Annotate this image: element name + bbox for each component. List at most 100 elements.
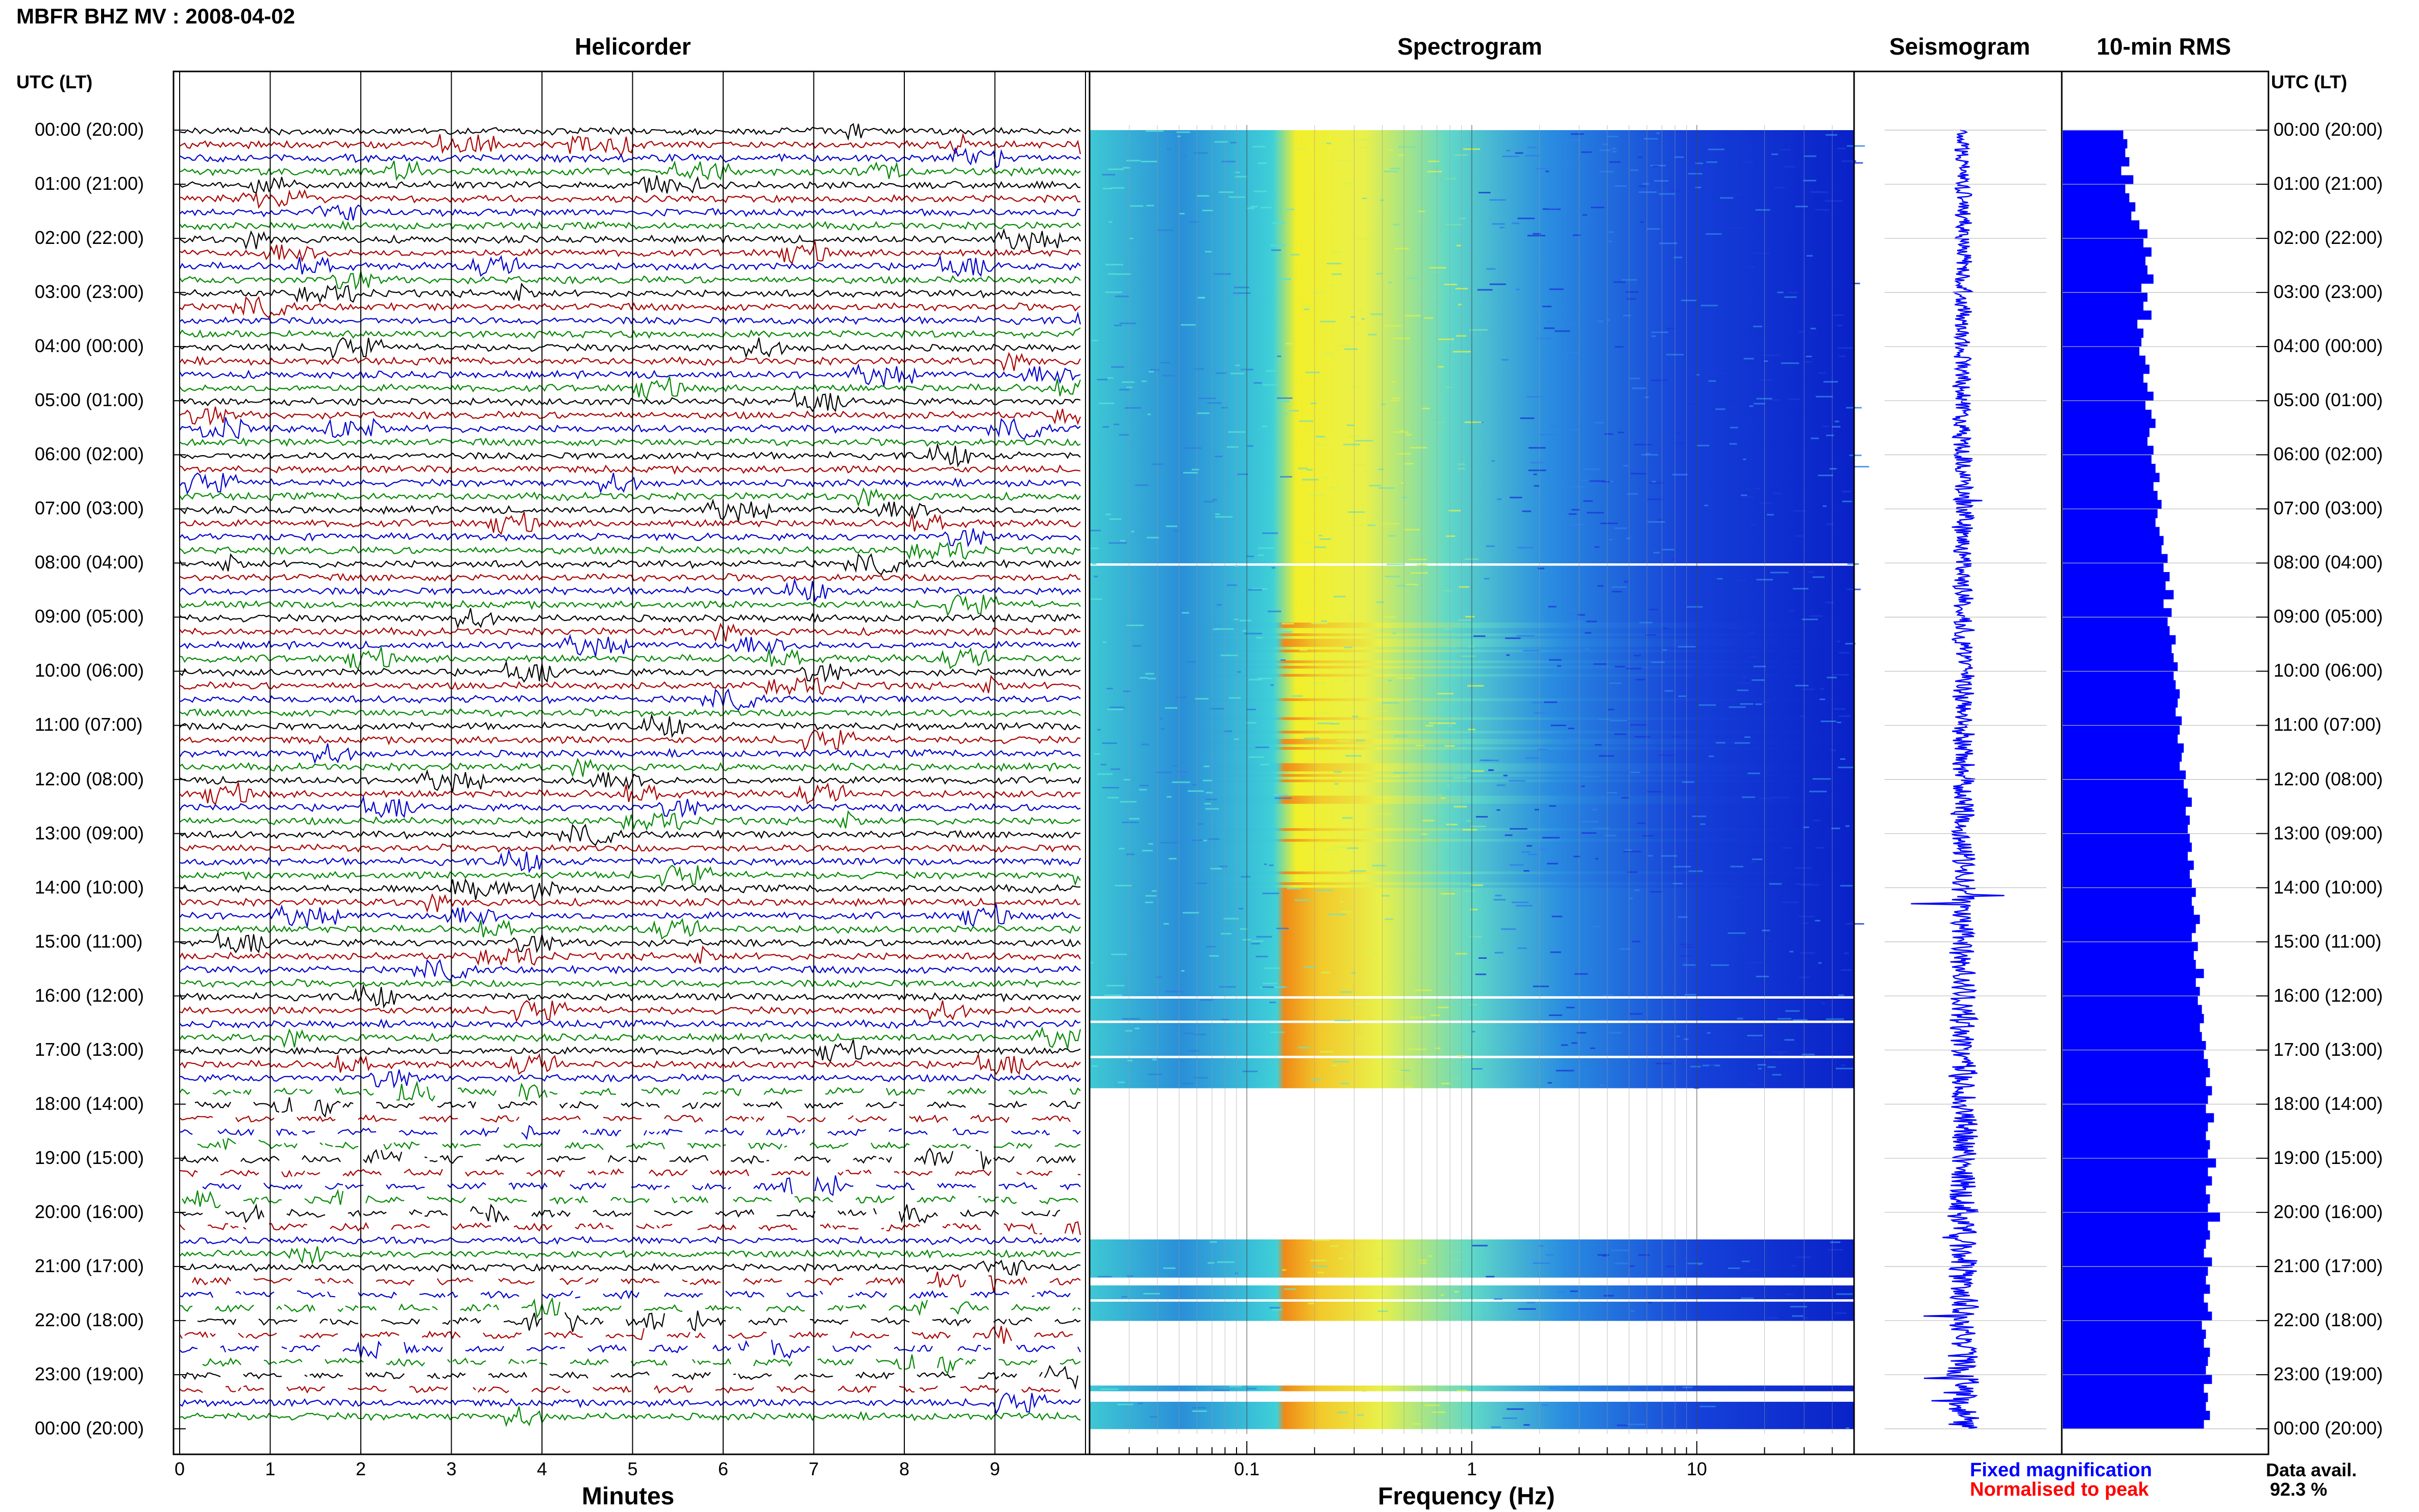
spectrogram-speckle: [1381, 523, 1399, 525]
spectrogram-speckle: [1321, 620, 1327, 622]
spectrogram-speckle: [1761, 701, 1770, 703]
spectrogram-speckle: [1825, 602, 1834, 604]
spectrogram-speckle: [1625, 667, 1642, 670]
spectrogram-speckle: [1195, 882, 1207, 884]
spectrogram-speckle: [1323, 477, 1331, 479]
spectrogram-speckle: [1543, 327, 1555, 329]
rms-bar: [2063, 986, 2200, 997]
spectrogram-speckle: [1227, 584, 1238, 586]
spectrogram-speckle: [1777, 291, 1784, 293]
time-label-left: 11:00 (07:00): [35, 714, 143, 735]
spectrogram-speckle: [1771, 797, 1789, 799]
spectrogram-speckle: [1515, 152, 1523, 154]
spectrogram-speckle: [1566, 1006, 1575, 1008]
spectrogram-speckle: [1319, 538, 1331, 540]
spectrogram-speckle: [1126, 624, 1144, 626]
spectrogram-speckle: [1630, 772, 1641, 774]
spectrogram-speckle: [1127, 1059, 1133, 1061]
spectrogram-speckle: [1459, 586, 1469, 588]
spectrogram-speckle: [1489, 283, 1507, 285]
spectrogram-speckle: [1528, 447, 1546, 449]
spectrogram-speckle: [1270, 244, 1286, 246]
helicorder-trace: [179, 147, 1081, 169]
spectrogram-speckle: [1119, 848, 1125, 850]
spectrogram-speckle: [1195, 698, 1209, 700]
spectrogram-speckle: [1220, 654, 1238, 656]
spectrogram-speckle: [1477, 289, 1493, 291]
spectrogram-speckle: [1394, 247, 1409, 250]
rms-bar: [2063, 490, 2158, 501]
spectrogram-speckle: [1138, 1402, 1143, 1404]
spectrogram-speckle: [1704, 678, 1712, 680]
spectrogram-speckle: [1223, 918, 1239, 920]
spectrogram-speckle: [1204, 501, 1215, 503]
spectrogram-speckle: [1645, 453, 1650, 455]
rms-bar: [2063, 716, 2182, 726]
spectrogram-speckle: [1576, 1032, 1587, 1034]
spectrogram-speckle: [1536, 337, 1552, 339]
spectrogram-speckle: [1192, 1407, 1206, 1409]
spectrogram-speckle: [1702, 1288, 1711, 1290]
spectrogram-speckle: [1752, 858, 1763, 860]
spectrogram-speckle: [1599, 149, 1611, 151]
time-label-right: 04:00 (00:00): [2274, 335, 2383, 357]
spectrogram-speckle: [1219, 191, 1234, 193]
spectrogram-speckle: [1340, 901, 1343, 903]
spectrogram-speckle: [1100, 1388, 1119, 1390]
rms-bar: [2063, 1293, 2204, 1303]
spectrogram-speckle: [1255, 746, 1269, 748]
spectrogram-speckle: [1831, 827, 1840, 829]
spectrogram-speckle: [1437, 1006, 1449, 1008]
spectrogram-speckle: [1270, 1031, 1285, 1033]
spectrogram-speckle: [1645, 634, 1656, 636]
spectrogram-speckle: [1406, 277, 1418, 279]
spectrogram-speckle: [1102, 641, 1106, 643]
spectrogram-speckle: [1106, 687, 1113, 689]
spectrogram-speckle: [1241, 876, 1251, 878]
spectrogram-speckle: [1651, 335, 1656, 337]
time-label-right: 18:00 (14:00): [2274, 1093, 2383, 1114]
spectrogram-speckle: [1090, 598, 1102, 600]
spectrogram-speckle: [1749, 405, 1754, 407]
spectrogram-speckle: [1388, 680, 1392, 682]
spectrogram-speckle: [1366, 953, 1378, 955]
spectrogram-speckle: [1550, 725, 1566, 727]
spectrogram-speckle: [1129, 237, 1133, 239]
spectrogram-speckle: [1836, 1293, 1853, 1295]
spectrogram-speckle: [1115, 295, 1129, 298]
spectrogram-speckle: [1260, 763, 1270, 765]
spectrogram-speckle: [1221, 933, 1232, 935]
spectrogram-speckle: [1465, 615, 1475, 617]
spectrogram-speckle: [1548, 606, 1557, 608]
spectrogram-speckle: [1674, 156, 1684, 158]
spectrogram-speckle: [1609, 539, 1613, 541]
spectrogram-speckle: [1642, 835, 1655, 837]
spectrogram-speckle: [1523, 1424, 1530, 1426]
spectrogram-speckle: [1419, 836, 1427, 838]
spectrogram-speckle: [1801, 618, 1818, 621]
spectrogram-speckle: [1166, 525, 1177, 527]
spectrogram-speckle: [1741, 1297, 1754, 1299]
spectrogram-speckle: [1258, 677, 1273, 679]
spectrogram-speckle: [1630, 169, 1639, 171]
spectrogram-speckle: [1247, 445, 1253, 447]
spectrogram-speckle: [1447, 1251, 1463, 1253]
spectrogram-speckle: [1197, 412, 1210, 414]
spectrogram-speckle: [1343, 572, 1346, 574]
spectrogram-speckle: [1292, 695, 1303, 697]
spectrogram-speckle: [1791, 1265, 1796, 1267]
spectrogram-speckle: [1203, 765, 1210, 767]
spectrogram-speckle: [1258, 554, 1264, 556]
rms-bar: [2063, 292, 2148, 302]
helicorder-trace: [179, 864, 1081, 887]
spectrogram-speckle: [1676, 432, 1680, 434]
spectrogram-speckle: [1587, 512, 1604, 514]
spectrogram-speckle: [1384, 170, 1398, 172]
spectrogram-speckle: [1310, 292, 1325, 294]
spectrogram-speckle: [1692, 841, 1697, 844]
minutes-axis-title: Minutes: [582, 1483, 675, 1510]
spectrogram-speckle: [1729, 706, 1746, 708]
rms-bar: [2063, 1005, 2202, 1014]
spectrogram-speckle: [1362, 197, 1367, 200]
spectrogram-speckle: [1674, 256, 1683, 258]
